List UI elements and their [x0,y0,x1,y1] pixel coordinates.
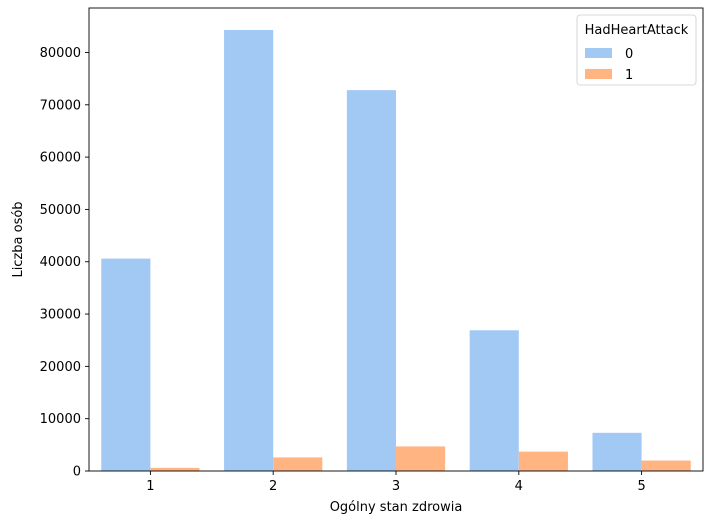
bar-series-0-cat-3 [346,90,396,471]
legend-swatch-0 [585,48,612,58]
bar-series-0-cat-4 [469,330,519,471]
x-axis-ticks: 1 2 3 4 5 [146,471,646,494]
plot-frame [88,7,704,472]
y-tick-label: 30000 [40,308,81,323]
y-tick-label: 60000 [40,151,81,166]
y-tick-label: 50000 [40,203,81,218]
y-tick-label: 70000 [40,98,81,113]
y-axis-ticks: 0 10000 20000 30000 40000 50000 60000 70000 8000… [40,46,89,480]
y-axis-label: Liczba osób [11,201,26,277]
x-tick-label: 5 [637,479,645,494]
y-tick-label: 80000 [40,46,81,61]
y-tick-label: 10000 [40,412,81,427]
y-tick-label: 0 [73,465,81,480]
bar-series-0-cat-2 [224,29,274,471]
x-tick-label: 1 [146,479,154,494]
bar-series-1-cat-2 [273,457,323,471]
legend-box [576,14,697,86]
bar-series-1-cat-4 [518,451,568,471]
legend-title: HadHeartAttack [585,23,689,38]
legend-items: 01 [585,47,633,83]
x-tick-label: 2 [269,479,277,494]
bar-series-1-cat-5 [641,460,691,471]
legend: HadHeartAttack 01 [576,14,697,86]
bar-series-0-cat-5 [592,432,642,471]
bars-group [101,29,691,471]
bar-series-1-cat-1 [150,467,200,471]
legend-label-1: 1 [625,68,633,83]
bar-series-1-cat-3 [396,446,446,471]
y-tick-label: 40000 [40,255,81,270]
bar-series-0-cat-1 [101,258,151,471]
x-tick-label: 4 [515,479,523,494]
legend-swatch-1 [585,69,612,79]
y-tick-label: 20000 [40,360,81,375]
legend-label-0: 0 [625,47,633,62]
x-tick-label: 3 [392,479,400,494]
x-axis-label: Ogólny stan zdrowia [330,500,463,515]
